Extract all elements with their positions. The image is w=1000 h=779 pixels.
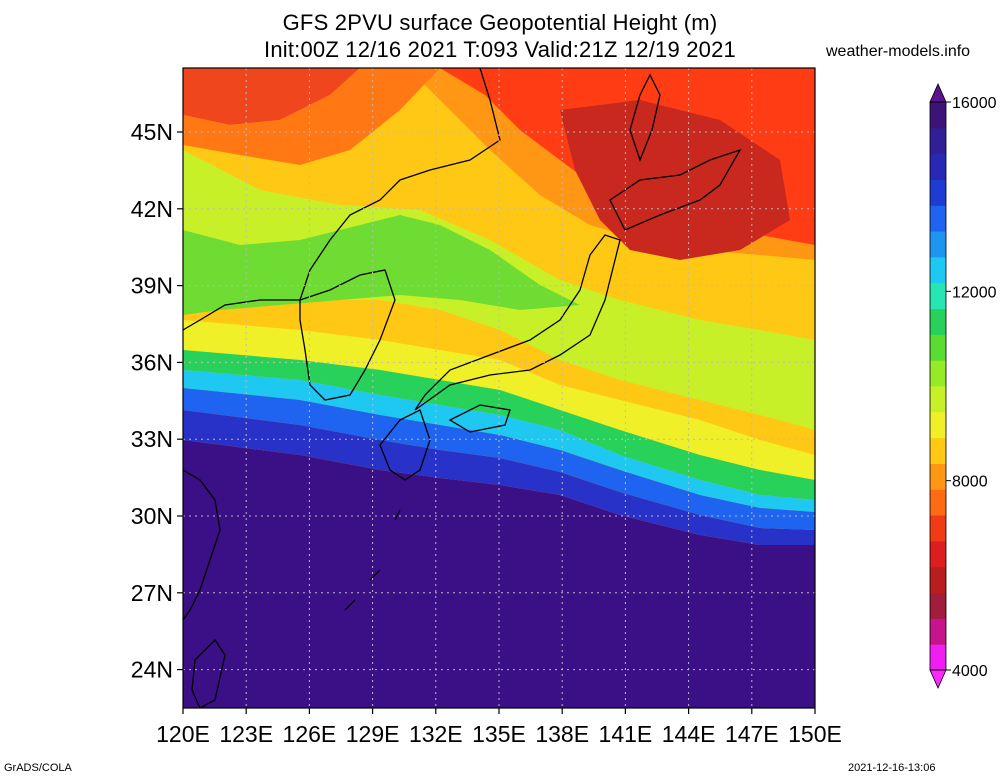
coast-kyushu <box>379 409 431 481</box>
lon-tick-label: 126E <box>283 721 337 747</box>
chart-subtitle: Init:00Z 12/16 2021 T:093 Valid:21Z 12/1… <box>264 37 736 62</box>
coast-sakhalin <box>629 73 661 162</box>
coast-china-east <box>183 469 221 621</box>
coastlines <box>183 68 742 708</box>
footer-timestamp: 2021-12-16-13:06 <box>848 762 936 774</box>
colorbar-swatch <box>930 205 946 232</box>
colorbar-swatch <box>930 540 946 568</box>
lon-tick-label: 135E <box>472 721 526 747</box>
coast-hokkaido <box>609 148 742 231</box>
lat-tick-label: 27N <box>131 580 173 606</box>
site-credit: weather-models.info <box>826 43 971 60</box>
lat-tick-label: 24N <box>131 657 173 683</box>
colorbar-over-arrow <box>929 83 947 103</box>
lon-tick-label: 120E <box>156 721 210 747</box>
colorbar-swatch <box>930 179 946 206</box>
height-field <box>183 68 815 708</box>
coast-taiwan <box>191 638 226 708</box>
coast-korea <box>299 269 396 401</box>
colorbar-label: 16000 <box>952 95 997 112</box>
lat-tick-label: 36N <box>131 349 173 375</box>
colorbar-swatch <box>930 489 946 516</box>
colorbar-swatch <box>930 386 946 413</box>
colorbar-swatch <box>930 231 946 258</box>
colorbar-swatch <box>930 256 946 284</box>
band-darkred-core <box>560 100 790 260</box>
lon-tick-label: 138E <box>535 721 589 747</box>
latitude-axis: 45N 42N 39N 36N 33N 30N 27N 24N <box>131 119 183 683</box>
lon-tick-label: 129E <box>346 721 400 747</box>
colorbar-label: 4000 <box>952 663 988 680</box>
graticule <box>183 68 815 708</box>
lon-tick-label: 141E <box>599 721 653 747</box>
colorbar-swatch <box>930 282 946 310</box>
footer-software: GrADS/COLA <box>4 762 72 774</box>
lon-tick-label: 132E <box>409 721 463 747</box>
band-green-mid <box>183 350 815 500</box>
coast-china-ne <box>183 68 501 331</box>
colorbar-frame <box>929 101 947 671</box>
colorbar-swatch <box>930 463 946 490</box>
colorbar-swatch <box>930 334 946 361</box>
colorbar-swatch <box>930 592 946 619</box>
colorbar-swatch <box>930 127 946 155</box>
colorbar-swatch <box>930 102 946 129</box>
lon-tick-label: 147E <box>725 721 779 747</box>
colorbar-label: 8000 <box>952 474 988 491</box>
colorbar-swatch <box>930 153 946 180</box>
lat-tick-label: 39N <box>131 273 173 299</box>
colorbar-swatch <box>930 308 946 335</box>
lon-tick-label: 144E <box>662 721 716 747</box>
coast-ryukyu <box>344 509 401 611</box>
colorbar-swatch <box>930 515 946 542</box>
lat-tick-label: 30N <box>131 503 173 529</box>
colorbar-swatch <box>930 437 946 464</box>
band-orange-nw <box>183 68 440 165</box>
colorbar-swatch <box>930 644 946 671</box>
lat-tick-label: 33N <box>131 426 173 452</box>
colorbar-swatch <box>930 411 946 439</box>
lat-tick-label: 42N <box>131 196 173 222</box>
lat-tick-label: 45N <box>131 119 173 145</box>
colorbar-swatch <box>930 618 946 645</box>
coast-shikoku <box>448 404 511 433</box>
colorbar-swatch <box>930 360 946 387</box>
band-red-nw <box>183 68 360 125</box>
coast-honshu <box>414 234 621 411</box>
lon-tick-label: 123E <box>219 721 273 747</box>
lon-tick-label: 150E <box>788 721 842 747</box>
band-yellow-mid <box>183 320 815 480</box>
colorbar: 16000 12000 8000 4000 <box>929 83 997 689</box>
colorbar-under-arrow <box>929 669 947 689</box>
longitude-axis: 120E 123E 126E 129E 132E 135E 138E 141E 144E 147E… <box>156 708 842 747</box>
band-cyan <box>183 370 815 512</box>
band-blue <box>183 388 815 530</box>
chart-title: GFS 2PVU surface Geopotential Height (m) <box>282 10 718 35</box>
band-green <box>183 215 580 315</box>
colorbar-label: 12000 <box>952 284 997 301</box>
colorbar-swatch <box>930 566 946 594</box>
